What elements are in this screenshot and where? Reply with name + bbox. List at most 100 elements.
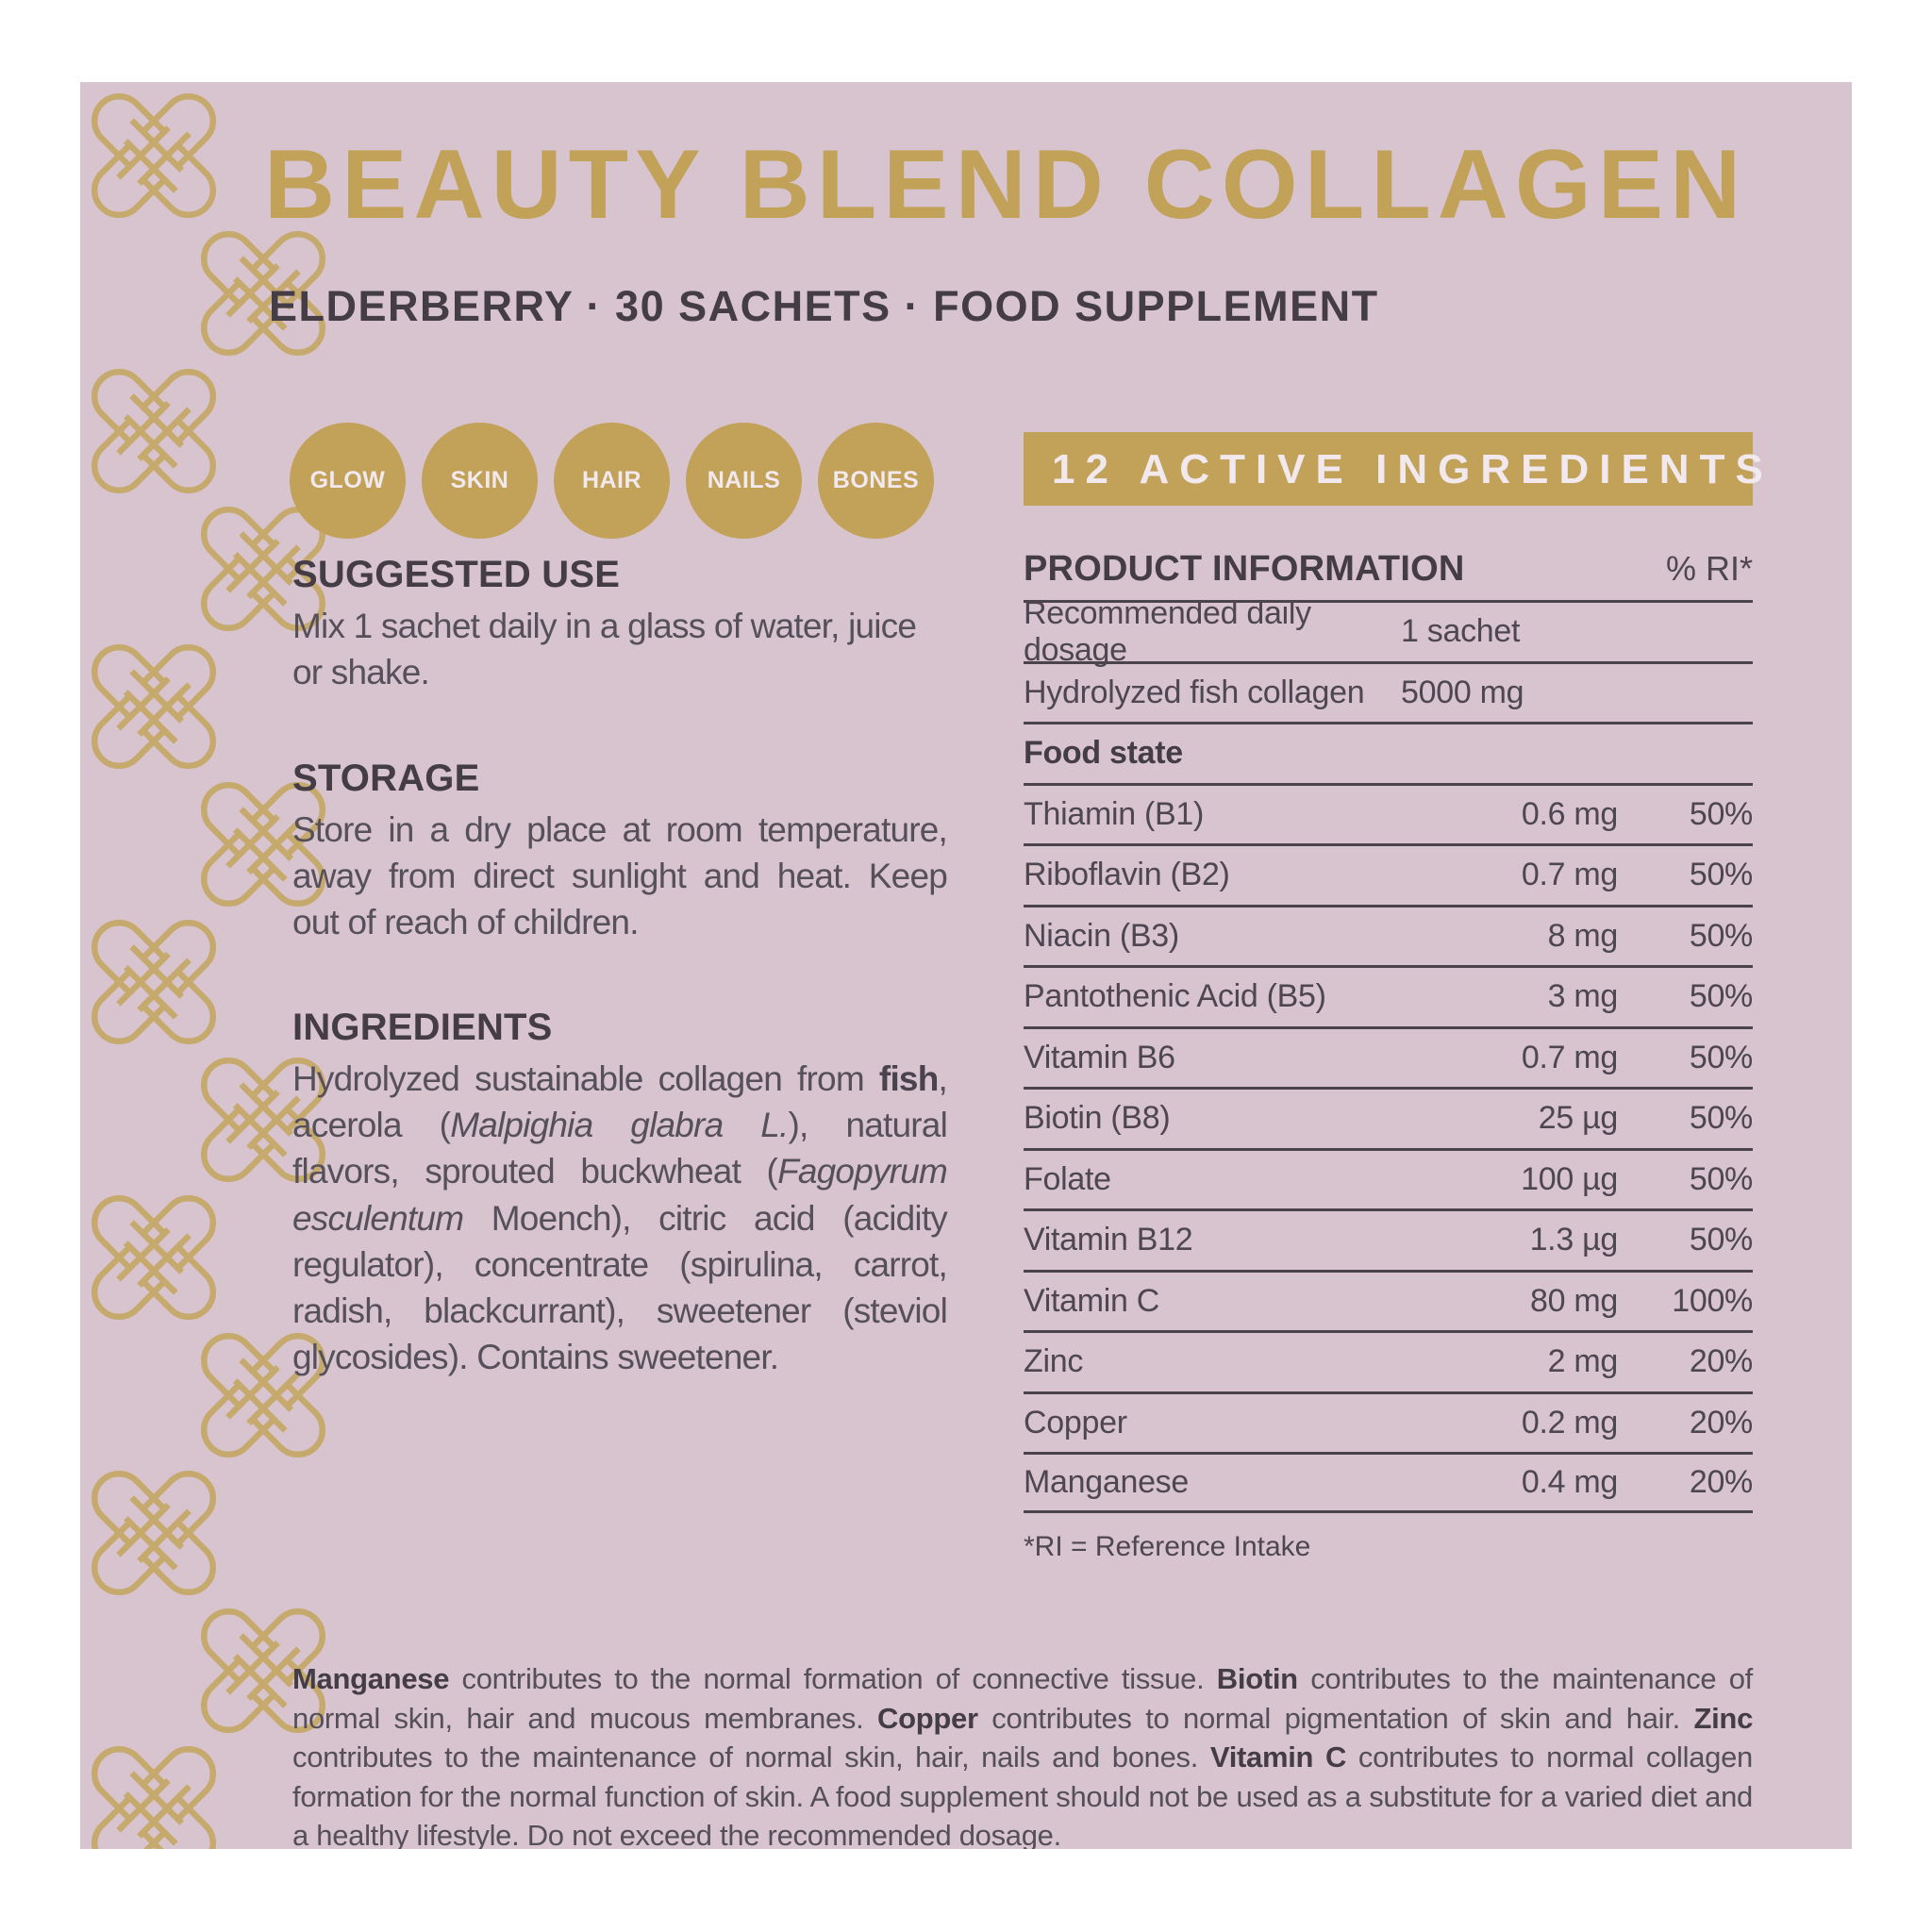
nutrition-table: Recommended daily dosage 1 sachet Hydrol… xyxy=(1024,595,1753,1513)
row-amount: 1.3 µg xyxy=(1529,1222,1619,1258)
row-ri: 50% xyxy=(1689,795,1753,832)
table-row: Pantothenic Acid (B5) 3 mg 50% xyxy=(1024,965,1753,1026)
row-label: Copper xyxy=(1024,1404,1127,1441)
badge-hair: HAIR xyxy=(554,423,670,539)
disclaimer-part-zinc: Zinc xyxy=(1693,1701,1754,1735)
row-amount: 0.7 mg xyxy=(1521,857,1618,893)
table-row: Folate 100 µg 50% xyxy=(1024,1147,1753,1209)
row-amount: 80 mg xyxy=(1530,1282,1618,1319)
row-ri: 50% xyxy=(1689,1222,1753,1258)
row-amount: 0.2 mg xyxy=(1521,1404,1618,1441)
row-label: Riboflavin (B2) xyxy=(1024,857,1230,893)
table-row: Copper 0.2 mg 20% xyxy=(1024,1391,1753,1453)
table-subheader-row: Food state xyxy=(1024,722,1753,783)
row-amount: 8 mg xyxy=(1547,917,1619,954)
row-ri: 20% xyxy=(1689,1463,1753,1500)
row-label: Pantothenic Acid (B5) xyxy=(1024,978,1326,1015)
ingredients-part: , acerola ( xyxy=(292,1059,948,1145)
disclaimer-part: contributes to normal collagen formation… xyxy=(292,1740,1753,1849)
badge-bones: BONES xyxy=(818,423,934,539)
row-ri: 50% xyxy=(1689,1100,1753,1137)
row-label: Vitamin C xyxy=(1024,1282,1160,1319)
row-label: Biotin (B8) xyxy=(1024,1100,1171,1137)
ingredients-part: Hydrolyzed sustainable collagen from xyxy=(292,1059,879,1098)
page-title: BEAUTY BLEND COLLAGEN xyxy=(264,130,1748,240)
badge-nails: NAILS xyxy=(686,423,802,539)
storage-heading: STORAGE xyxy=(292,758,480,799)
row-amount: 1 sachet xyxy=(1401,613,1521,650)
table-row: Vitamin B12 1.3 µg 50% xyxy=(1024,1208,1753,1270)
row-amount: 5000 mg xyxy=(1401,674,1524,710)
row-label: Manganese xyxy=(1024,1463,1189,1500)
ingredients-heading: INGREDIENTS xyxy=(292,1007,553,1048)
row-label: Hydrolyzed fish collagen xyxy=(1024,674,1365,710)
ingredients-body: Hydrolyzed sustainable collagen from fis… xyxy=(292,1056,948,1380)
table-row: Manganese 0.4 mg 20% xyxy=(1024,1452,1753,1513)
clover-pattern-strip xyxy=(80,82,363,1849)
table-header-title: PRODUCT INFORMATION xyxy=(1024,549,1465,589)
disclaimer-part-manganese: Manganese xyxy=(292,1662,450,1695)
ingredients-part-latin: Fagopyrum esculentum xyxy=(292,1152,948,1238)
table-row: Niacin (B3) 8 mg 50% xyxy=(1024,904,1753,966)
table-row: Vitamin B6 0.7 mg 50% xyxy=(1024,1025,1753,1088)
table-header: PRODUCT INFORMATION % RI* xyxy=(1024,549,1753,590)
badge-hair-label: HAIR xyxy=(581,467,642,493)
badge-glow-label: GLOW xyxy=(309,467,386,493)
row-label: Vitamin B12 xyxy=(1024,1222,1193,1258)
row-ri: 20% xyxy=(1689,1343,1753,1380)
table-row: Hydrolyzed fish collagen 5000 mg xyxy=(1024,660,1753,723)
row-ri: 50% xyxy=(1689,1160,1753,1197)
ingredients-part: ), natural flavors, sprouted buckwheat ( xyxy=(292,1106,948,1191)
benefit-badges: GLOW SKIN HAIR NAILS BONES xyxy=(290,423,934,539)
badge-skin: SKIN xyxy=(422,423,538,539)
row-label: Folate xyxy=(1024,1160,1111,1197)
badge-nails-label: NAILS xyxy=(707,467,781,493)
row-amount: 2 mg xyxy=(1547,1343,1619,1380)
table-row: Riboflavin (B2) 0.7 mg 50% xyxy=(1024,843,1753,905)
storage-body: Store in a dry place at room temperature… xyxy=(292,810,948,942)
row-amount: 0.7 mg xyxy=(1521,1039,1618,1075)
disclaimer-part-vitamin-c: Vitamin C xyxy=(1209,1740,1347,1774)
product-label: BEAUTY BLEND COLLAGEN ELDERBERRY · 30 SA… xyxy=(80,82,1852,1849)
badge-glow: GLOW xyxy=(290,423,406,539)
row-ri: 20% xyxy=(1689,1404,1753,1441)
row-ri: 50% xyxy=(1689,917,1753,954)
row-label: Food state xyxy=(1024,735,1183,772)
row-amount: 25 µg xyxy=(1538,1100,1619,1137)
disclaimer-part: contributes to the normal formation of c… xyxy=(449,1662,1217,1695)
row-amount: 0.4 mg xyxy=(1521,1463,1618,1500)
row-label: Recommended daily dosage xyxy=(1024,594,1311,668)
disclaimer-part: contributes to the maintenance of normal… xyxy=(292,1740,1210,1774)
row-ri: 50% xyxy=(1689,857,1753,893)
ingredients-part-latin: Malpighia glabra L. xyxy=(450,1106,789,1145)
suggested-use-body: Mix 1 sachet daily in a glass of water, … xyxy=(292,607,917,692)
row-ri: 50% xyxy=(1689,978,1753,1015)
ri-footnote: *RI = Reference Intake xyxy=(1024,1531,1311,1562)
row-ri: 50% xyxy=(1689,1039,1753,1075)
badge-skin-label: SKIN xyxy=(450,467,509,493)
table-row: Zinc 2 mg 20% xyxy=(1024,1330,1753,1391)
row-amount: 0.6 mg xyxy=(1521,795,1618,832)
table-row: Recommended daily dosage 1 sachet xyxy=(1024,595,1753,668)
table-row: Vitamin C 80 mg 100% xyxy=(1024,1269,1753,1331)
row-label: Thiamin (B1) xyxy=(1024,795,1205,832)
disclaimer-part-biotin: Biotin xyxy=(1216,1662,1298,1695)
table-header-ri: % RI* xyxy=(1665,549,1753,588)
row-amount: 100 µg xyxy=(1521,1160,1618,1197)
disclaimer-part: contributes to the maintenance of normal… xyxy=(292,1662,1753,1735)
row-amount: 3 mg xyxy=(1547,978,1619,1015)
table-row: Thiamin (B1) 0.6 mg 50% xyxy=(1024,782,1753,844)
ingredients-part-fish: fish xyxy=(878,1059,939,1098)
badge-bones-label: BONES xyxy=(832,467,920,493)
product-subtitle: ELDERBERRY · 30 SACHETS · FOOD SUPPLEMEN… xyxy=(269,282,1379,330)
row-label: Zinc xyxy=(1024,1343,1084,1380)
row-label: Vitamin B6 xyxy=(1024,1039,1175,1075)
row-label: Niacin (B3) xyxy=(1024,917,1179,954)
disclaimer-part-copper: Copper xyxy=(877,1701,978,1735)
row-ri: 100% xyxy=(1672,1282,1753,1319)
disclaimer-part: contributes to normal pigmentation of sk… xyxy=(977,1701,1694,1735)
suggested-use-heading: SUGGESTED USE xyxy=(292,554,621,595)
disclaimer-paragraph: Manganese contributes to the normal form… xyxy=(292,1659,1753,1849)
ingredients-part: Moench), citric acid (acidity regulator)… xyxy=(292,1198,948,1377)
active-ingredients-banner: 12 ACTIVE INGREDIENTS xyxy=(1024,432,1763,506)
